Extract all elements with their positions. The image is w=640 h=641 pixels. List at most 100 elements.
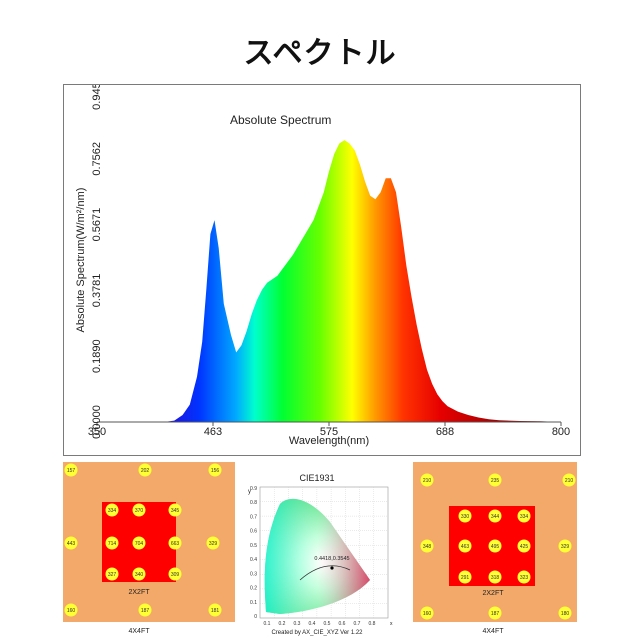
- ppfd-value-inner: 318: [491, 575, 500, 581]
- cie-x-tick: 0.3: [294, 621, 301, 627]
- cie-y-tick: 0.8: [250, 500, 257, 506]
- ppfd-dot-inner: [132, 567, 146, 581]
- ppfd-dot-inner: [168, 567, 182, 581]
- ppfd-value-inner: 327: [108, 572, 117, 578]
- x-tick-label: 688: [436, 426, 454, 438]
- page-title: スペクトル: [243, 36, 397, 71]
- planckian-locus: [299, 565, 351, 581]
- ppfd-dot-outer: [208, 463, 222, 477]
- ppfd-value-inner: 323: [520, 575, 529, 581]
- cie-y-tick: 0.6: [250, 529, 257, 535]
- cie-x-tick: 0.6: [339, 621, 346, 627]
- ppfd-dot-inner: [168, 503, 182, 517]
- y-tick-label: 0.1890: [91, 339, 103, 373]
- ppfd-value-outer: 187: [491, 611, 500, 617]
- ppfd-dot-inner: [458, 509, 472, 523]
- x-tick-label: 575: [320, 426, 338, 438]
- spectrum-chart-frame: 350 463 575 688 800 0.0000 0.1890 0.3781 0.5671…: [63, 84, 581, 456]
- ppfd-dot-inner: [458, 570, 472, 584]
- ppfd-dot-inner: [517, 539, 531, 553]
- ppfd-map-right: 210 235 210 348 329 160 187 180 330 344 334 463 495 4…: [413, 462, 577, 635]
- ppfd-value-inner: 340: [135, 572, 144, 578]
- cie-x-tick: 0.7: [354, 621, 361, 627]
- cie-y-tick: 0.2: [250, 586, 257, 592]
- ppfd-value-outer: 329: [561, 544, 570, 550]
- spectrum-area: [97, 140, 561, 422]
- cie-y-tick: 0.3: [250, 571, 257, 577]
- ppfd-dot-outer: [420, 473, 434, 487]
- ppfd-dot-inner: [458, 539, 472, 553]
- ppfd-value-inner: 463: [461, 544, 470, 550]
- y-tick-label: 0.5671: [91, 208, 103, 242]
- ppfd-value-outer: 348: [423, 544, 432, 550]
- cie-diagram: CIE1931 0.4418,0.3545 y x 0.9 0.8 0.7 0.6 0.…: [248, 473, 393, 636]
- outer-caption: 4X4FT: [128, 628, 150, 635]
- ppfd-value-inner: 330: [461, 514, 470, 520]
- outer-caption: 4X4FT: [482, 628, 504, 635]
- spectrum-chart: 350 463 575 688 800 0.0000 0.1890 0.3781 0.5671…: [75, 85, 570, 447]
- ppfd-dot-outer: [420, 539, 434, 553]
- ppfd-dot-inner: [517, 570, 531, 584]
- ppfd-value-inner: 291: [461, 575, 470, 581]
- cie-title: CIE1931: [299, 473, 334, 483]
- y-axis-label: Absolute Spectrum(W/m²/nm): [75, 188, 87, 333]
- cie-footer: Created by AX_CIE_XYZ Ver 1.22: [271, 630, 363, 636]
- y-tick-label: 0.0000: [91, 405, 103, 439]
- cie-y-axis: y: [248, 489, 251, 495]
- ppfd-value-inner: 344: [491, 514, 500, 520]
- ppfd-value-outer: 235: [491, 478, 500, 484]
- cie-x-tick: 0.1: [264, 621, 271, 627]
- ppfd-dot-inner: [132, 503, 146, 517]
- ppfd-value-outer: 181: [211, 608, 220, 614]
- ppfd-value-inner: 663: [171, 541, 180, 547]
- ppfd-dot-outer: [64, 463, 78, 477]
- ppfd-dot-outer: [208, 603, 222, 617]
- cie-x-tick: 0.2: [279, 621, 286, 627]
- ppfd-value-inner: 495: [491, 544, 500, 550]
- ppfd-value-outer: 210: [565, 478, 574, 484]
- ppfd-dot-inner: [105, 536, 119, 550]
- ppfd-value-outer: 160: [67, 608, 76, 614]
- cie-x-axis: x: [390, 621, 393, 627]
- cie-y-tick: 0.9: [250, 486, 257, 492]
- ppfd-dot-outer: [138, 603, 152, 617]
- ppfd-value-inner: 334: [520, 514, 529, 520]
- ppfd-dot-inner: [517, 509, 531, 523]
- ppfd-dot-inner: [105, 503, 119, 517]
- ppfd-value-outer: 187: [141, 608, 150, 614]
- y-tick-label: 0.3781: [91, 274, 103, 308]
- ppfd-dot-outer: [558, 539, 572, 553]
- ppfd-value-inner: 425: [520, 544, 529, 550]
- ppfd-value-inner: 309: [171, 572, 180, 578]
- ppfd-value-inner: 704: [135, 541, 144, 547]
- ppfd-dot-outer: [420, 606, 434, 620]
- cie-panel: CIE1931 0.4418,0.3545 y x 0.9 0.8 0.7 0.6 0.…: [240, 462, 395, 636]
- y-tick-label: 0.9452: [91, 85, 103, 110]
- ppfd-value-outer: 202: [141, 468, 150, 474]
- chart-title: Absolute Spectrum: [230, 113, 331, 127]
- cie-gamut-overlay: [264, 498, 370, 614]
- x-tick-label: 800: [552, 426, 570, 438]
- inner-caption: 2X2FT: [482, 590, 504, 597]
- ppfd-dot-inner: [488, 509, 502, 523]
- ppfd-value-outer: 160: [423, 611, 432, 617]
- cie-y-tick: 0.7: [250, 514, 257, 520]
- ppfd-value-outer: 156: [211, 468, 220, 474]
- ppfd-value-outer: 210: [423, 478, 432, 484]
- cie-y-tick: 0.5: [250, 543, 257, 549]
- cie-x-tick: 0.4: [309, 621, 316, 627]
- ppfd-dot-inner: [132, 536, 146, 550]
- ppfd-value-outer: 157: [67, 468, 76, 474]
- ppfd-value-outer: 443: [67, 541, 76, 547]
- ppfd-value-inner: 345: [171, 508, 180, 514]
- x-axis-label: Wavelength(nm): [289, 435, 369, 447]
- ppfd-value-inner: 370: [135, 508, 144, 514]
- ppfd-dot-inner: [488, 570, 502, 584]
- cie-y-tick: 0.1: [250, 600, 257, 606]
- y-tick-label: 0.7562: [91, 142, 103, 176]
- color-point: [330, 566, 334, 570]
- cie-x-tick: 0.8: [369, 621, 376, 627]
- inner-caption: 2X2FT: [128, 589, 150, 596]
- ppfd-map-left: 157 202 156 443 329 160 187 181 334 370 345 714 704 6…: [63, 462, 235, 635]
- x-tick-label: 463: [204, 426, 222, 438]
